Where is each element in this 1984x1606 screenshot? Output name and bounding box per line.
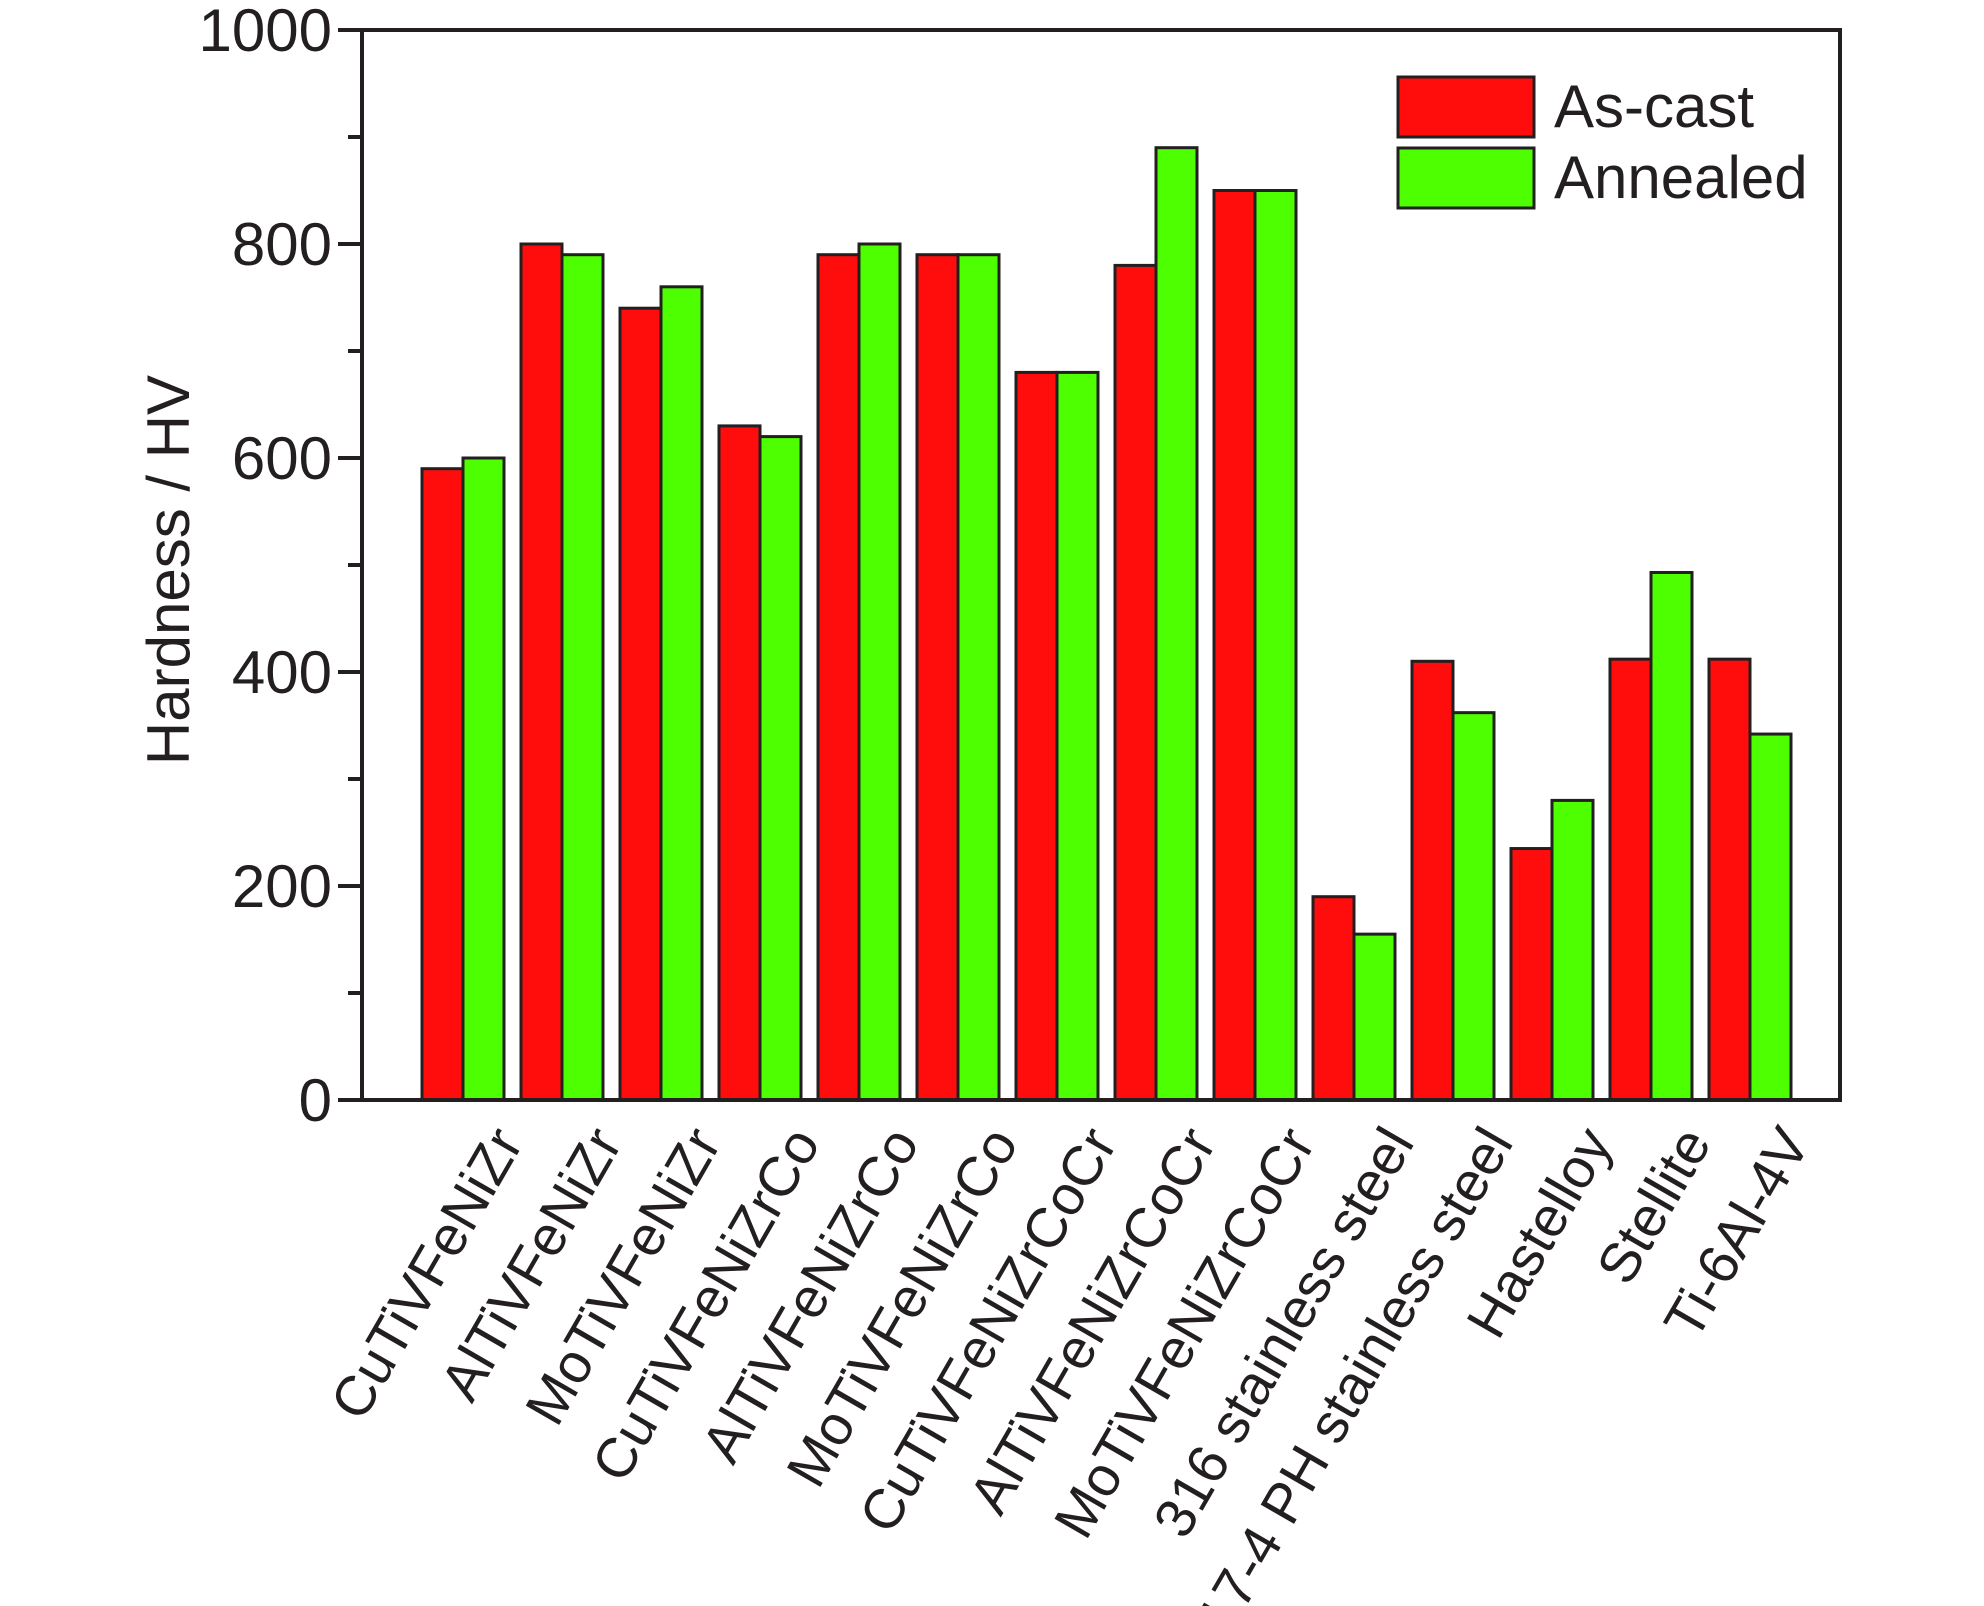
bar-annealed-7 xyxy=(1055,370,1100,1102)
bar-as-cast-6 xyxy=(915,253,960,1102)
bar-as-cast-10 xyxy=(1311,895,1356,1102)
bar-as-cast-4 xyxy=(717,424,762,1102)
legend-label-annealed: Annealed xyxy=(1554,144,1808,211)
y-axis-ticks: 0 200 400 600 800 1000 xyxy=(199,0,362,1134)
legend-swatch-as-cast xyxy=(1396,75,1536,139)
y-tick-label-0: 0 xyxy=(299,1067,332,1134)
y-tick-label-400: 400 xyxy=(232,639,332,706)
bar-annealed-2 xyxy=(560,253,605,1102)
bar-annealed-11 xyxy=(1451,711,1496,1102)
bar-as-cast-14 xyxy=(1707,657,1752,1102)
bar-annealed-14 xyxy=(1748,732,1793,1102)
bar-annealed-13 xyxy=(1649,570,1694,1102)
y-tick-label-800: 800 xyxy=(232,211,332,278)
bar-as-cast-1 xyxy=(420,467,465,1102)
bar-as-cast-9 xyxy=(1212,189,1257,1102)
bar-annealed-6 xyxy=(956,253,1001,1102)
bar-as-cast-8 xyxy=(1113,263,1158,1102)
y-tick-label-1000: 1000 xyxy=(199,0,332,64)
bar-as-cast-2 xyxy=(519,242,564,1102)
y-tick-label-600: 600 xyxy=(232,425,332,492)
bars-layer xyxy=(420,146,1793,1102)
bar-annealed-12 xyxy=(1550,798,1595,1102)
bar-annealed-8 xyxy=(1154,146,1199,1102)
y-axis-title: Hardness / HV xyxy=(135,375,202,765)
y-tick-label-200: 200 xyxy=(232,853,332,920)
bar-as-cast-7 xyxy=(1014,370,1059,1102)
bar-as-cast-12 xyxy=(1509,847,1554,1102)
bar-as-cast-3 xyxy=(618,306,663,1102)
bar-annealed-5 xyxy=(857,242,902,1102)
bar-annealed-4 xyxy=(758,435,803,1102)
bar-annealed-3 xyxy=(659,285,704,1102)
legend-label-as-cast: As-cast xyxy=(1554,73,1754,140)
bar-as-cast-5 xyxy=(816,253,861,1102)
bar-annealed-10 xyxy=(1352,932,1397,1102)
bar-as-cast-13 xyxy=(1608,657,1653,1102)
legend-swatch-annealed xyxy=(1396,146,1536,210)
bar-as-cast-11 xyxy=(1410,659,1455,1102)
bar-annealed-9 xyxy=(1253,189,1298,1102)
bar-annealed-1 xyxy=(461,456,506,1102)
